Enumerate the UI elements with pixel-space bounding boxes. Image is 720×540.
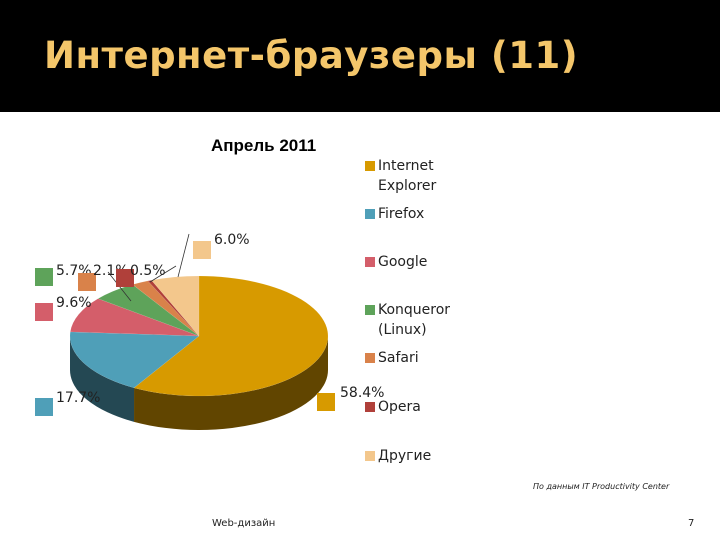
pie-slice-firefox bbox=[69, 331, 200, 389]
pie-slice-internet-explorer bbox=[133, 275, 329, 397]
legend-label: Другие bbox=[378, 448, 432, 464]
pie-side-internet-explorer bbox=[134, 336, 328, 431]
data-label-internet-explorer: 58.4% bbox=[340, 385, 384, 401]
legend-swatch bbox=[365, 353, 375, 363]
legend-swatch bbox=[365, 451, 375, 461]
data-label-marker bbox=[116, 269, 134, 287]
legend-label: Konqueror (Linux) bbox=[378, 302, 451, 338]
pie-slice-другие bbox=[151, 275, 200, 337]
leader-line bbox=[177, 233, 190, 278]
legend-label: Internet Explorer bbox=[378, 158, 437, 194]
data-label-marker bbox=[317, 393, 335, 411]
legend-item: Другие bbox=[365, 446, 474, 466]
legend-item: Opera bbox=[365, 397, 474, 417]
legend-label: Google bbox=[378, 254, 428, 270]
legend-item: Safari bbox=[365, 348, 474, 368]
data-label-opera: 0.5% bbox=[130, 263, 166, 279]
page-number: 7 bbox=[688, 518, 695, 529]
pie-slice-opera bbox=[147, 279, 200, 337]
legend-swatch bbox=[365, 257, 375, 267]
data-label-другие: 6.0% bbox=[214, 232, 250, 248]
data-label-marker bbox=[35, 268, 53, 286]
chart-title: Апрель 2011 bbox=[211, 136, 317, 155]
pie-side-walls bbox=[70, 336, 328, 431]
title-bar: Интернет-браузеры (11) bbox=[0, 0, 720, 112]
leader-line bbox=[149, 265, 177, 283]
data-label-marker bbox=[193, 241, 211, 259]
data-label-google: 9.6% bbox=[56, 295, 92, 311]
source-note: По данным IT Productivity Center bbox=[533, 482, 670, 491]
legend-swatch bbox=[365, 161, 375, 171]
legend-swatch bbox=[365, 402, 375, 412]
legend-item: Konqueror (Linux) bbox=[365, 300, 474, 340]
legend-swatch bbox=[365, 209, 375, 219]
legend-item: Internet Explorer bbox=[365, 156, 474, 196]
data-label-marker bbox=[78, 273, 96, 291]
legend-item: Google bbox=[365, 252, 474, 272]
pie-top bbox=[69, 275, 329, 397]
pie-side-firefox bbox=[70, 336, 135, 422]
legend-swatch bbox=[365, 305, 375, 315]
data-label-marker bbox=[35, 398, 53, 416]
data-label-marker bbox=[35, 303, 53, 321]
footer-course-name: Web-дизайн bbox=[212, 518, 276, 529]
legend-label: Opera bbox=[378, 399, 421, 415]
slide-title: Интернет-браузеры (11) bbox=[44, 34, 579, 77]
pie-slice-google bbox=[70, 298, 200, 337]
legend-item: Firefox bbox=[365, 204, 474, 224]
legend-label: Safari bbox=[378, 350, 419, 366]
legend-label: Firefox bbox=[378, 206, 425, 222]
data-label-firefox: 17.7% bbox=[56, 390, 100, 406]
